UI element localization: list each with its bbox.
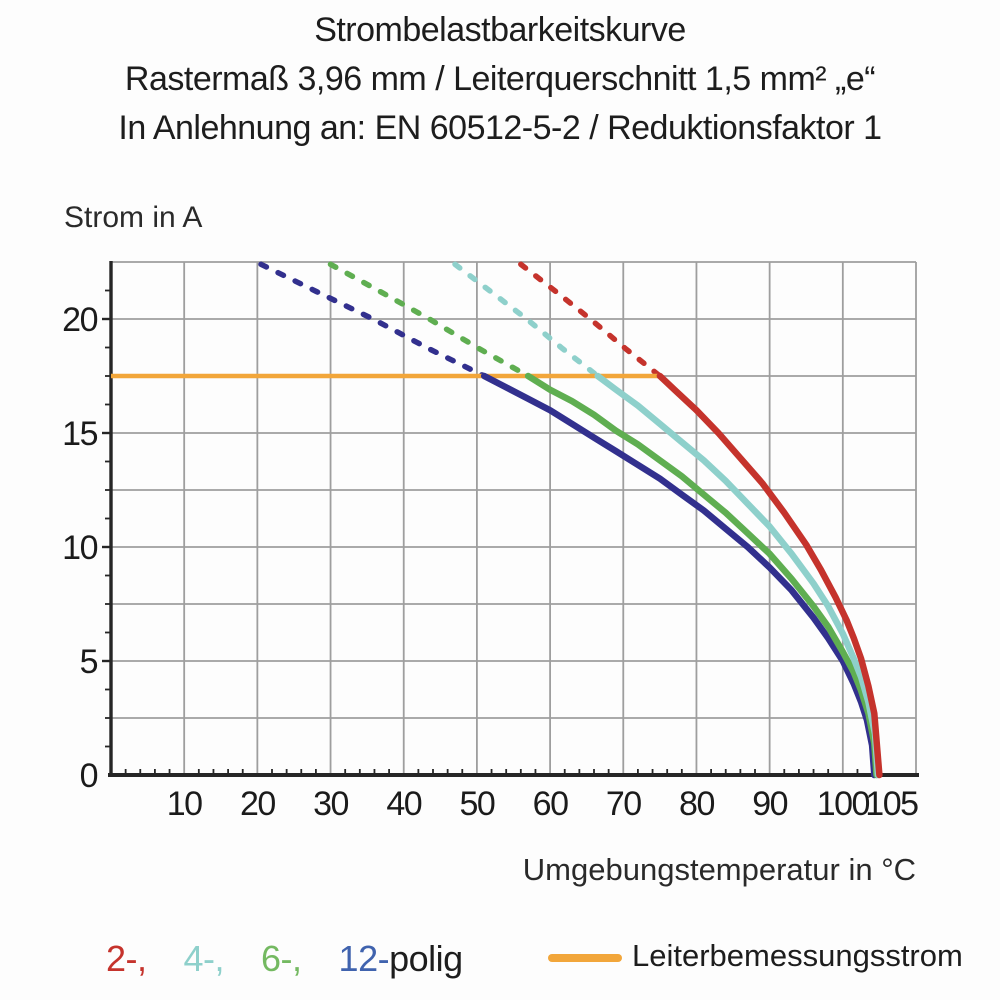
series-dashed-12-polig [258,261,487,379]
svg-text:105: 105 [865,785,918,823]
svg-text:5: 5 [80,643,98,681]
y-ticks [102,289,110,748]
chart-standard-note: In Anlehnung an: EN 60512-5-2 / Reduktio… [118,109,882,147]
series-dashed-2-polig [518,261,663,379]
y-axis-title: Strom in A [64,201,203,234]
chart-subtitle: Rastermaß 3,96 mm / Leiterquerschnitt 1,… [124,60,876,98]
series-solid-6-polig [524,372,880,779]
x-axis-title: Umgebungstemperatur in °C [522,852,916,887]
svg-text:20: 20 [62,301,97,339]
legend-row: 2-, 4-, 6-, 12-polig Leiterbemessungsstrom [0,938,1000,988]
axis-spines [108,261,919,777]
svg-text:60: 60 [533,785,568,823]
legend-pole-4-polig: 4-, [183,938,225,979]
svg-text:70: 70 [606,785,641,823]
chart-title: Strombelastbarkeitskurve [314,11,686,49]
legend-poles: 2-, 4-, 6-, 12-polig [106,938,463,980]
title-block: Strombelastbarkeitskurve Rastermaß 3,96 … [0,6,1000,153]
rated-current-label: Leiterbemessungsstrom [632,938,963,973]
svg-text:90: 90 [752,785,787,823]
svg-text:40: 40 [386,785,421,823]
legend-pole-12-polig: 12- [338,938,390,979]
legend-pole-suffix: polig [389,938,463,979]
series-solid-4-polig [594,372,882,779]
svg-text:15: 15 [62,415,97,453]
svg-text:50: 50 [459,785,494,823]
y-tick-labels: 0 5 10 15 20 [62,301,99,795]
grid [111,261,917,775]
svg-text:20: 20 [240,785,275,823]
svg-text:80: 80 [679,785,714,823]
legend-pole-6-polig: 6-, [261,938,302,979]
series-dashed-6-polig [327,261,531,379]
series-solid-2-polig [656,372,883,779]
svg-text:10: 10 [167,785,202,823]
rated-current-swatch [548,954,622,962]
legend-pole-2-polig: 2-, [106,938,147,979]
series-dashed-4-polig [452,261,601,379]
svg-text:10: 10 [62,529,97,567]
svg-text:100: 100 [817,785,870,823]
svg-text:30: 30 [313,785,348,823]
series-solid-12-polig [480,372,878,779]
svg-text:0: 0 [80,757,98,795]
